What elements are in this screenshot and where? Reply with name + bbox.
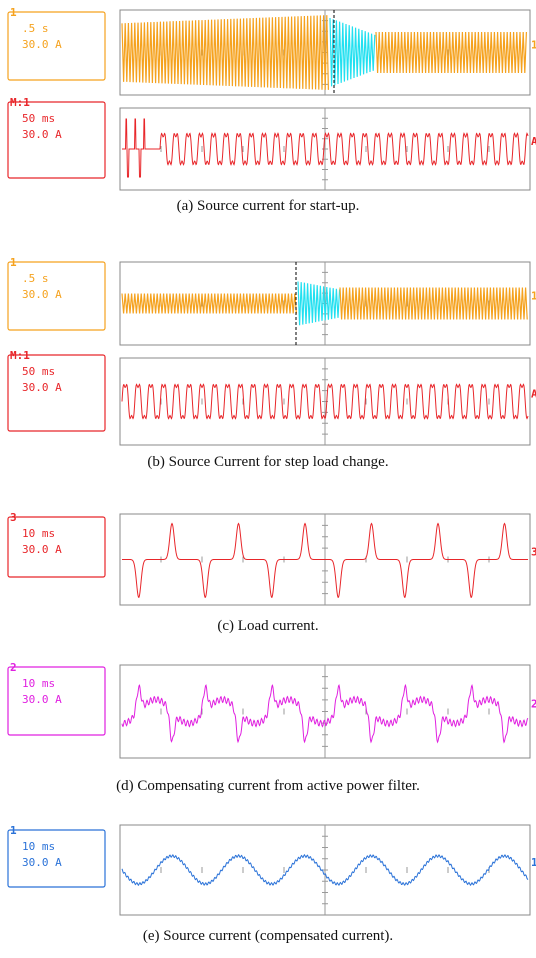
scale: 30.0 A xyxy=(22,288,62,301)
timebase: 10 ms xyxy=(22,527,55,540)
timebase: 10 ms xyxy=(22,840,55,853)
caption: (b) Source Current for step load change. xyxy=(147,454,388,470)
caption: (e) Source current (compensated current)… xyxy=(143,928,393,944)
channel-label: 1 xyxy=(10,256,17,269)
scale: 30.0 A xyxy=(22,128,62,141)
scale: 30.0 A xyxy=(22,543,62,556)
scale: 30.0 A xyxy=(22,856,62,869)
scale: 30.0 A xyxy=(22,381,62,394)
channel-label: M:1 xyxy=(10,349,30,362)
trace-marker: 1 xyxy=(531,39,536,52)
channel-label: 3 xyxy=(10,511,17,524)
channel-label: 1 xyxy=(10,6,17,19)
caption: (a) Source current for start-up. xyxy=(177,198,360,214)
trace-marker: 1 xyxy=(531,290,536,303)
channel-label: M:1 xyxy=(10,96,30,109)
channel-label: 1 xyxy=(10,824,17,837)
channel-label: 2 xyxy=(10,661,17,674)
figure: 1 .5 s 30.0 A 1 M:1 50 ms 30.0 A A 1 .5 s 30.0 A 1 M… xyxy=(0,0,536,958)
timebase: 10 ms xyxy=(22,677,55,690)
scale: 30.0 A xyxy=(22,38,62,51)
trace-marker: 2 xyxy=(531,698,536,711)
trace-marker: 1 xyxy=(531,856,536,869)
trace-marker: 3 xyxy=(531,546,536,559)
caption: (c) Load current. xyxy=(217,618,318,634)
timebase: .5 s xyxy=(22,22,49,35)
timebase: 50 ms xyxy=(22,112,55,125)
timebase: .5 s xyxy=(22,272,49,285)
scale: 30.0 A xyxy=(22,693,62,706)
caption: (d) Compensating current from active pow… xyxy=(116,778,420,794)
timebase: 50 ms xyxy=(22,365,55,378)
trace-marker: A xyxy=(531,135,536,148)
trace-marker: A xyxy=(531,388,536,401)
